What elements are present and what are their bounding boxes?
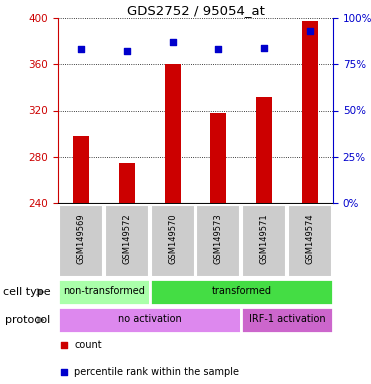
Point — [216, 46, 221, 53]
Text: cell type: cell type — [3, 287, 50, 297]
Text: GSM149570: GSM149570 — [168, 214, 177, 264]
Bar — [242, 205, 286, 276]
Text: GSM149573: GSM149573 — [214, 214, 223, 264]
Text: percentile rank within the sample: percentile rank within the sample — [75, 366, 240, 376]
Text: GSM149571: GSM149571 — [260, 214, 269, 264]
Point — [78, 46, 84, 53]
Text: no activation: no activation — [118, 314, 181, 324]
Bar — [119, 162, 135, 203]
Bar — [151, 205, 194, 276]
Bar — [210, 113, 226, 203]
Text: transformed: transformed — [211, 286, 271, 296]
Text: GSM149574: GSM149574 — [306, 214, 315, 264]
Point — [307, 28, 313, 34]
Text: count: count — [75, 339, 102, 349]
Text: protocol: protocol — [5, 315, 50, 325]
Text: GSM149569: GSM149569 — [76, 214, 85, 264]
Bar — [59, 205, 103, 276]
Bar — [58, 279, 150, 305]
Point — [170, 39, 175, 45]
Text: non-transformed: non-transformed — [63, 286, 145, 296]
Bar — [256, 97, 272, 203]
Point — [261, 45, 267, 51]
Bar — [105, 205, 149, 276]
Bar — [288, 205, 332, 276]
Point — [124, 48, 130, 55]
Bar — [241, 307, 333, 333]
Point — [60, 368, 66, 374]
Bar — [165, 64, 181, 203]
Bar — [73, 136, 89, 203]
Bar — [58, 307, 241, 333]
Bar — [196, 205, 240, 276]
Bar — [150, 279, 333, 305]
Text: GSM149572: GSM149572 — [122, 214, 131, 264]
Title: GDS2752 / 95054_at: GDS2752 / 95054_at — [127, 4, 265, 17]
Text: IRF-1 activation: IRF-1 activation — [249, 314, 325, 324]
Point — [60, 341, 66, 348]
Bar — [302, 22, 318, 203]
